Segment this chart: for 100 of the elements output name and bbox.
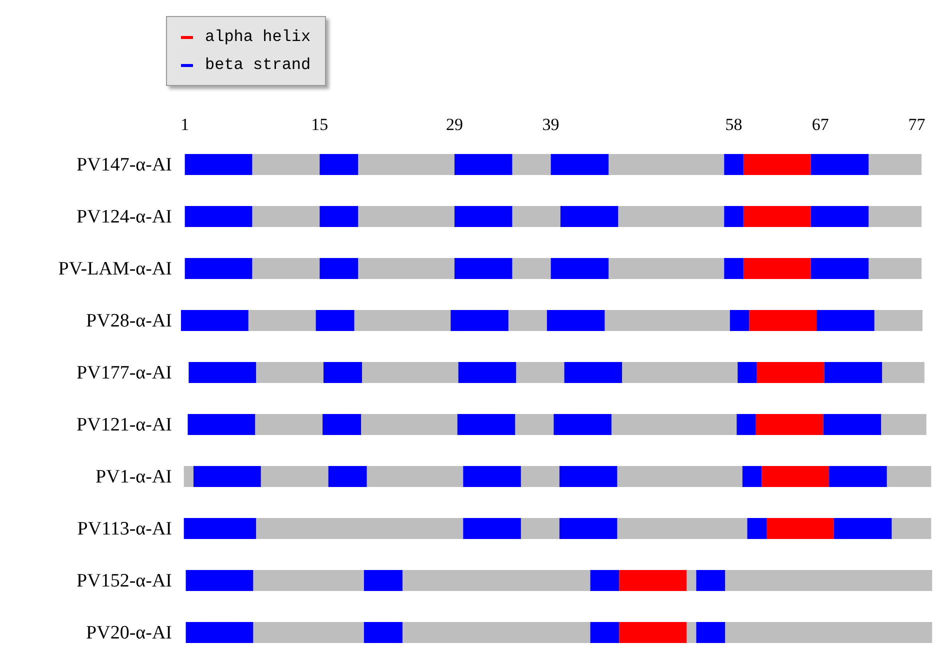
bar	[590, 622, 620, 643]
bar	[184, 154, 252, 175]
bar	[696, 622, 726, 643]
bar	[736, 414, 756, 435]
x-tick-label: 77	[908, 115, 926, 134]
bar	[186, 570, 254, 591]
x-tick-label: 1	[180, 115, 190, 134]
bar	[724, 206, 744, 227]
bar	[454, 258, 512, 279]
y-tick-label: PV-LAM-α-AI	[58, 258, 172, 280]
bar	[868, 206, 922, 227]
bar	[512, 154, 551, 175]
bar	[252, 154, 320, 175]
bar	[743, 258, 811, 279]
bar	[622, 362, 738, 383]
bar	[550, 258, 609, 279]
bar	[454, 154, 512, 175]
bar	[454, 206, 512, 227]
bar	[508, 310, 547, 331]
bar	[516, 362, 564, 383]
bar	[617, 518, 748, 539]
bar	[180, 310, 248, 331]
y-tick-label: PV28-α-AI	[86, 310, 172, 332]
bar	[358, 154, 454, 175]
bar	[874, 310, 923, 331]
bar	[696, 570, 726, 591]
y-tick-label: PV177-α-AI	[76, 362, 172, 384]
bar	[725, 622, 932, 643]
bar	[320, 154, 358, 175]
bar	[816, 310, 874, 331]
bar	[810, 154, 869, 175]
bar	[364, 622, 402, 643]
bar	[554, 414, 612, 435]
bar	[725, 570, 932, 591]
bar	[328, 466, 367, 487]
bar	[358, 258, 454, 279]
x-tick-label: 67	[812, 115, 830, 134]
bar	[546, 310, 605, 331]
bar	[886, 466, 932, 487]
bar	[560, 206, 618, 227]
bar	[617, 466, 742, 487]
bar	[512, 206, 560, 227]
bar	[608, 258, 724, 279]
bar	[608, 154, 724, 175]
bar	[724, 154, 744, 175]
bar	[559, 518, 618, 539]
x-tick-label: 58	[725, 115, 742, 134]
bar	[738, 362, 757, 383]
bar	[590, 570, 620, 591]
bar	[604, 310, 730, 331]
bar	[184, 258, 252, 279]
bar	[184, 206, 252, 227]
x-tick-label: 39	[542, 115, 560, 134]
bar	[868, 154, 922, 175]
y-tick-label: PV1-α-AI	[96, 466, 172, 488]
bar	[686, 570, 696, 591]
bar	[184, 518, 256, 539]
bar	[463, 518, 521, 539]
bar	[366, 466, 464, 487]
bar	[188, 414, 256, 435]
bar	[824, 362, 882, 383]
bar	[756, 362, 824, 383]
bar	[829, 466, 887, 487]
bar	[742, 466, 762, 487]
bar	[358, 206, 454, 227]
bar	[184, 466, 194, 487]
bar	[322, 414, 362, 435]
bar	[749, 310, 817, 331]
bar	[252, 258, 320, 279]
bar	[253, 622, 364, 643]
y-tick-label: PV20-α-AI	[86, 622, 172, 644]
bar	[362, 362, 458, 383]
bar	[550, 154, 609, 175]
bar	[316, 310, 354, 331]
bar	[320, 258, 358, 279]
bar	[255, 414, 323, 435]
bar	[402, 570, 590, 591]
bar	[260, 466, 328, 487]
bar	[248, 310, 316, 331]
bar	[323, 362, 362, 383]
bar	[188, 362, 256, 383]
bar	[186, 622, 254, 643]
bar	[253, 570, 364, 591]
bar	[743, 154, 811, 175]
bar	[618, 206, 724, 227]
bar	[730, 310, 750, 331]
bar	[766, 518, 834, 539]
bar	[457, 414, 516, 435]
bar	[747, 518, 766, 539]
bar	[515, 414, 554, 435]
bar	[402, 622, 590, 643]
bar	[882, 362, 924, 383]
bar	[743, 206, 811, 227]
x-tick-label: 29	[446, 115, 463, 134]
bar	[450, 310, 508, 331]
bar	[256, 518, 464, 539]
bar	[354, 310, 451, 331]
bar	[810, 206, 869, 227]
bar	[512, 258, 551, 279]
bar	[361, 414, 458, 435]
